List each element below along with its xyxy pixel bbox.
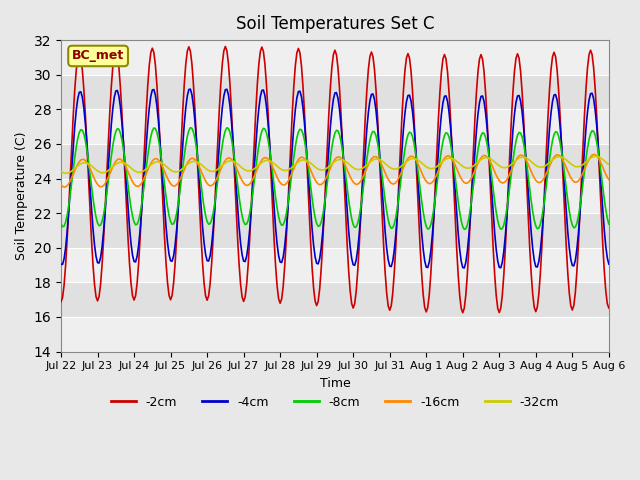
Bar (61, 109, 609, 144)
Bar (61, 40, 609, 75)
Title: Soil Temperatures Set C: Soil Temperatures Set C (236, 15, 434, 33)
Y-axis label: Soil Temperature (C): Soil Temperature (C) (15, 132, 28, 260)
X-axis label: Time: Time (319, 377, 350, 390)
Bar (61, 317, 609, 351)
Text: BC_met: BC_met (72, 49, 124, 62)
Bar (61, 179, 609, 213)
Bar (61, 248, 609, 282)
Legend: -2cm, -4cm, -8cm, -16cm, -32cm: -2cm, -4cm, -8cm, -16cm, -32cm (106, 391, 564, 414)
